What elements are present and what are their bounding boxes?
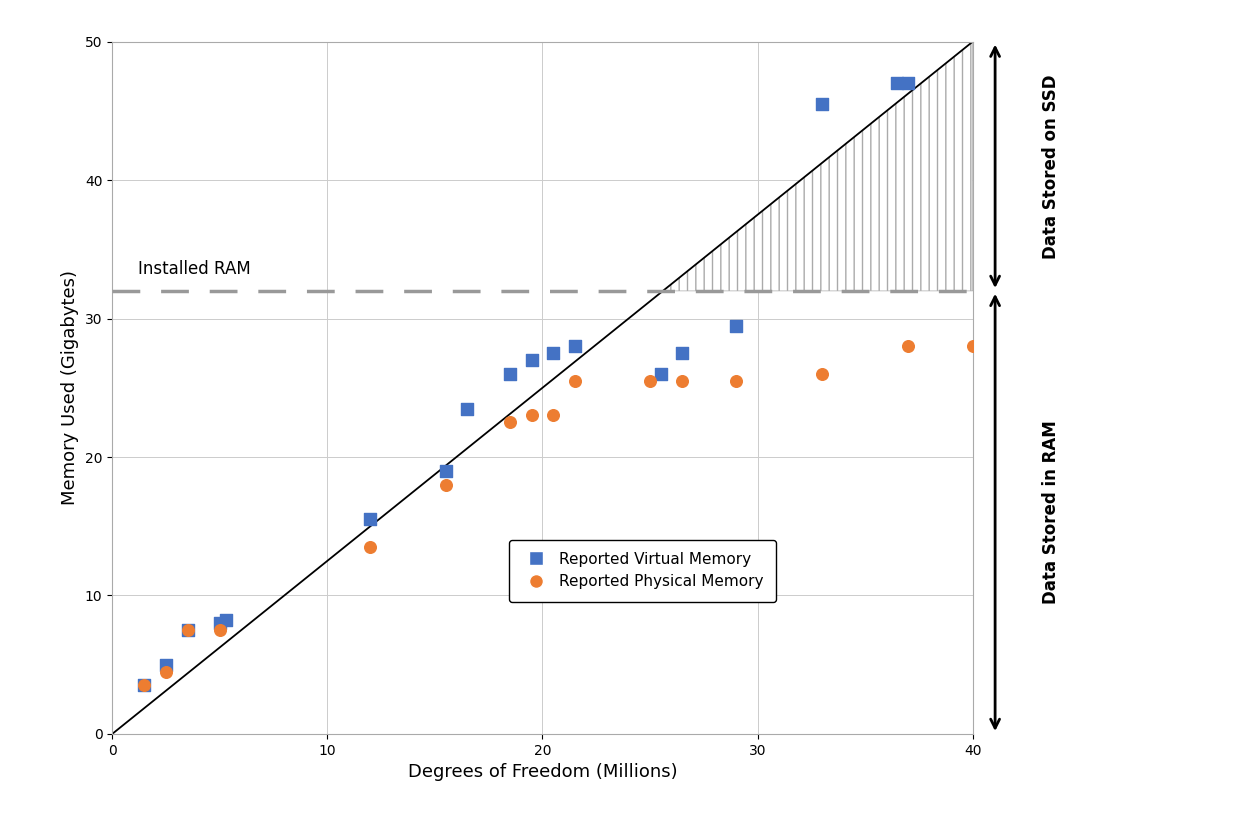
Text: Data Stored on SSD: Data Stored on SSD	[1042, 74, 1060, 259]
Reported Physical Memory	[565, 374, 585, 388]
Y-axis label: Memory Used (Gigabytes): Memory Used (Gigabytes)	[61, 270, 80, 505]
Reported Physical Memory	[156, 665, 176, 678]
Reported Virtual Memory	[888, 77, 908, 90]
Text: Data Stored in RAM: Data Stored in RAM	[1042, 420, 1060, 605]
Reported Virtual Memory	[544, 347, 564, 360]
Reported Virtual Memory	[565, 339, 585, 353]
Reported Virtual Memory	[672, 347, 692, 360]
Reported Virtual Memory	[360, 513, 380, 526]
Reported Physical Memory	[812, 367, 832, 380]
Reported Physical Memory	[898, 339, 918, 353]
Reported Virtual Memory	[177, 624, 197, 637]
Reported Physical Memory	[726, 374, 746, 388]
Reported Physical Memory	[544, 409, 564, 422]
Legend: Reported Virtual Memory, Reported Physical Memory: Reported Virtual Memory, Reported Physic…	[509, 540, 776, 601]
Reported Physical Memory	[640, 374, 660, 388]
Reported Virtual Memory	[500, 367, 520, 380]
Reported Virtual Memory	[898, 77, 918, 90]
Reported Physical Memory	[177, 624, 197, 637]
Reported Virtual Memory	[216, 614, 236, 627]
Reported Physical Memory	[135, 679, 155, 692]
Reported Virtual Memory	[521, 354, 541, 367]
Reported Physical Memory	[209, 624, 229, 637]
Reported Virtual Memory	[156, 658, 176, 671]
Reported Physical Memory	[521, 409, 541, 422]
Text: Installed RAM: Installed RAM	[138, 260, 251, 279]
X-axis label: Degrees of Freedom (Millions): Degrees of Freedom (Millions)	[408, 763, 677, 781]
Reported Physical Memory	[963, 339, 983, 353]
Reported Virtual Memory	[135, 679, 155, 692]
Reported Virtual Memory	[209, 616, 229, 630]
Reported Virtual Memory	[435, 465, 455, 478]
Reported Physical Memory	[672, 374, 692, 388]
Reported Virtual Memory	[651, 367, 671, 380]
Reported Physical Memory	[500, 416, 520, 430]
Reported Virtual Memory	[812, 98, 832, 111]
Reported Physical Memory	[435, 478, 455, 491]
Reported Physical Memory	[360, 540, 380, 554]
Reported Virtual Memory	[458, 402, 478, 415]
Reported Virtual Memory	[726, 319, 746, 332]
